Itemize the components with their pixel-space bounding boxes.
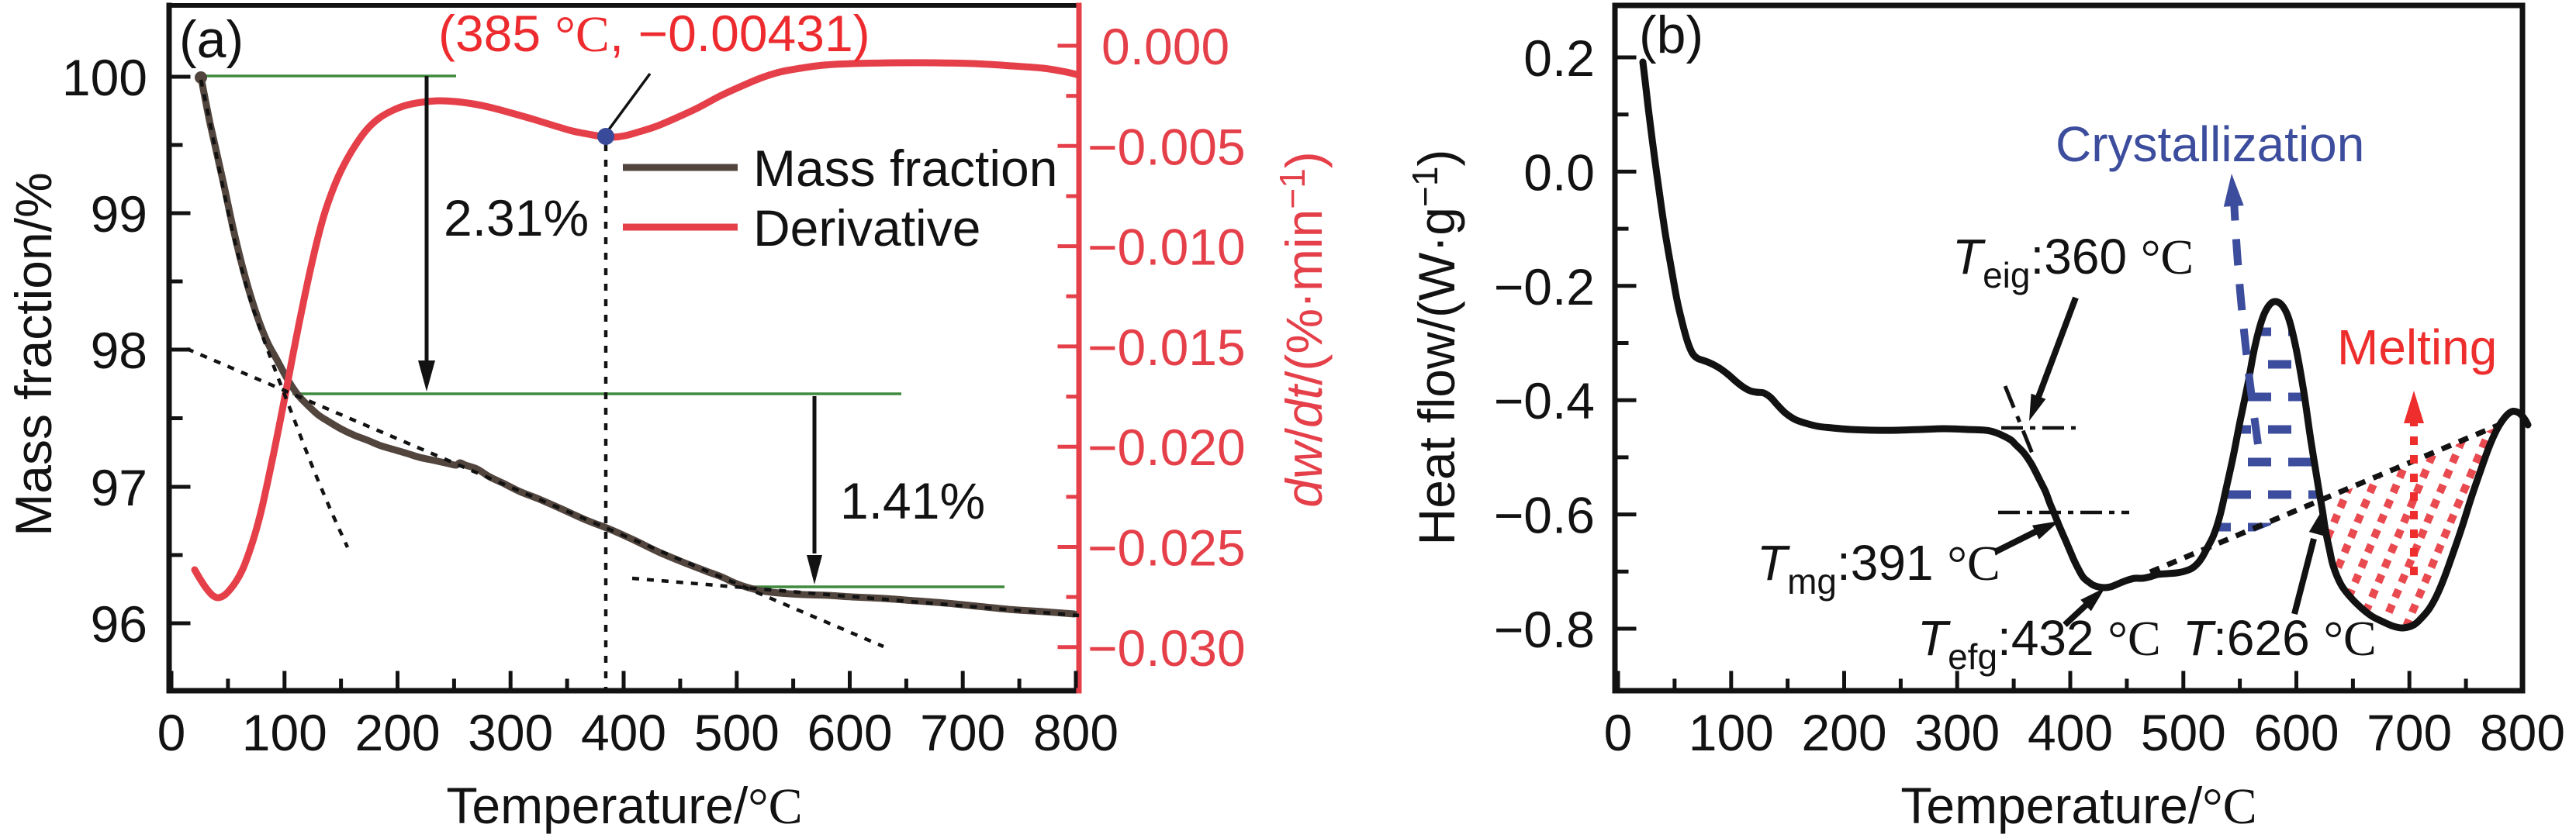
svg-text:Heat flow/(W·g−1): Heat flow/(W·g−1) <box>1405 150 1465 546</box>
svg-text:200: 200 <box>1801 704 1886 761</box>
svg-text:Mass fraction/%: Mass fraction/% <box>5 172 62 536</box>
svg-text:Mass fraction: Mass fraction <box>753 140 1057 197</box>
svg-text:300: 300 <box>468 704 553 761</box>
svg-text:99: 99 <box>91 185 147 243</box>
svg-text:T:626 °C: T:626 °C <box>2183 610 2377 666</box>
svg-text:Melting: Melting <box>2337 319 2497 375</box>
svg-text:97: 97 <box>91 459 147 516</box>
svg-text:dw/dt/(%·min−1): dw/dt/(%·min−1) <box>1272 151 1333 508</box>
svg-text:Derivative: Derivative <box>753 199 980 257</box>
svg-text:−0.030: −0.030 <box>1087 619 1246 677</box>
svg-text:500: 500 <box>694 704 780 761</box>
svg-text:400: 400 <box>581 704 666 761</box>
svg-text:−0.010: −0.010 <box>1087 219 1246 276</box>
svg-text:−0.020: −0.020 <box>1087 419 1246 476</box>
svg-text:−0.015: −0.015 <box>1087 319 1246 376</box>
svg-text:100: 100 <box>62 49 147 106</box>
svg-text:(385 °C, −0.00431): (385 °C, −0.00431) <box>438 5 870 63</box>
svg-text:Tefg:432 °C: Tefg:432 °C <box>1917 610 2161 677</box>
svg-text:(b): (b) <box>1639 5 1703 64</box>
svg-text:−0.4: −0.4 <box>1494 372 1595 429</box>
svg-text:0.2: 0.2 <box>1523 29 1595 87</box>
svg-text:(a): (a) <box>179 10 244 69</box>
svg-text:500: 500 <box>2141 704 2226 761</box>
svg-text:600: 600 <box>2253 704 2339 761</box>
svg-text:2.31%: 2.31% <box>444 189 589 247</box>
svg-text:800: 800 <box>1033 704 1119 761</box>
svg-text:0: 0 <box>157 704 186 761</box>
svg-text:Teig:360 °C: Teig:360 °C <box>1952 229 2194 295</box>
svg-text:700: 700 <box>2367 704 2452 761</box>
svg-text:98: 98 <box>91 322 147 379</box>
svg-text:96: 96 <box>91 595 147 653</box>
svg-text:1.41%: 1.41% <box>840 472 985 529</box>
svg-text:100: 100 <box>242 704 327 761</box>
svg-text:−0.6: −0.6 <box>1494 487 1595 544</box>
svg-text:0.000: 0.000 <box>1101 18 1229 75</box>
svg-text:200: 200 <box>354 704 440 761</box>
svg-text:700: 700 <box>920 704 1005 761</box>
svg-text:100: 100 <box>1689 704 1774 761</box>
svg-text:−0.005: −0.005 <box>1087 118 1246 175</box>
svg-text:0.0: 0.0 <box>1523 143 1595 201</box>
svg-text:Temperature/°C: Temperature/°C <box>1900 777 2256 834</box>
svg-text:0: 0 <box>1604 704 1633 761</box>
svg-text:−0.2: −0.2 <box>1494 258 1595 316</box>
svg-text:800: 800 <box>2480 704 2565 761</box>
svg-text:300: 300 <box>1914 704 2000 761</box>
svg-text:400: 400 <box>2028 704 2113 761</box>
svg-text:−0.8: −0.8 <box>1494 601 1595 658</box>
svg-text:600: 600 <box>807 704 892 761</box>
svg-text:Tmg:391 °C: Tmg:391 °C <box>1757 535 2000 602</box>
svg-text:−0.025: −0.025 <box>1087 519 1246 577</box>
svg-text:Temperature/°C: Temperature/°C <box>446 777 802 834</box>
svg-text:Crystallization: Crystallization <box>2056 116 2364 172</box>
